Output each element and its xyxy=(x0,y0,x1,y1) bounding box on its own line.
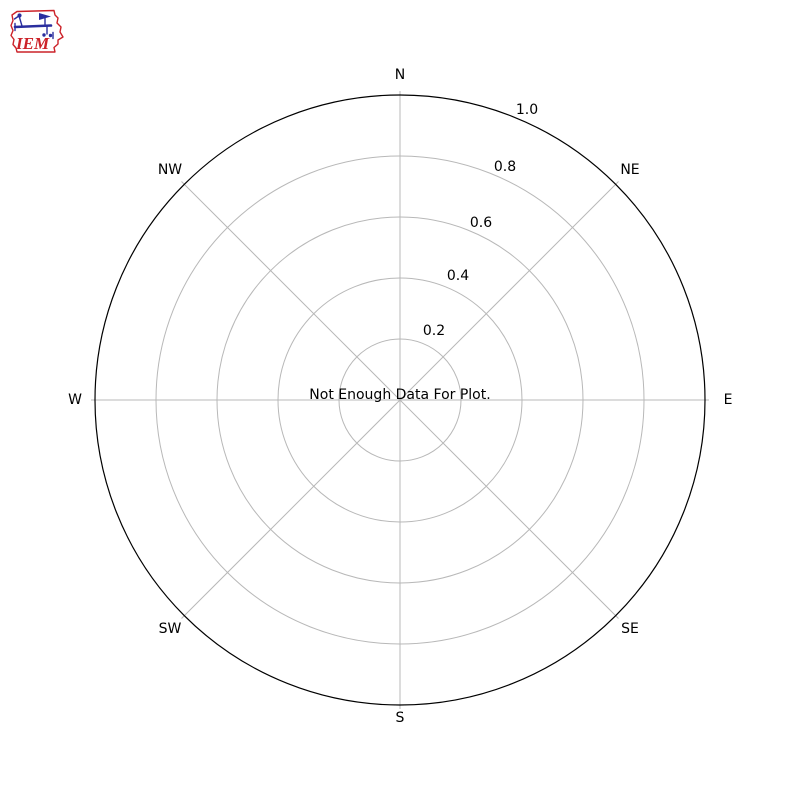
direction-label-w: W xyxy=(68,392,82,408)
radial-tick-label-0.8: 0.8 xyxy=(494,159,516,175)
spoke-se xyxy=(399,399,619,619)
direction-label-se: SE xyxy=(621,621,639,637)
outer-ring xyxy=(94,94,706,706)
direction-label-sw: SW xyxy=(159,621,182,637)
no-data-message: Not Enough Data For Plot. xyxy=(309,387,490,403)
iowa-outline-icon xyxy=(10,9,64,53)
spoke-sw xyxy=(181,399,401,619)
iem-logo: IEM xyxy=(10,9,64,53)
direction-label-ne: NE xyxy=(620,162,639,178)
spoke-ne xyxy=(399,181,619,401)
spoke-nw xyxy=(181,181,401,401)
direction-label-e: E xyxy=(724,392,733,408)
radial-tick-label-0.6: 0.6 xyxy=(470,215,492,231)
iem-logo-text: IEM xyxy=(15,34,50,53)
direction-label-s: S xyxy=(396,710,405,726)
direction-label-nw: NW xyxy=(158,162,182,178)
anemometer-icon xyxy=(13,13,54,40)
radial-tick-label-1.0: 1.0 xyxy=(516,102,538,118)
radial-tick-label-0.2: 0.2 xyxy=(423,323,445,339)
direction-label-n: N xyxy=(395,67,405,83)
radial-tick-label-0.4: 0.4 xyxy=(447,268,469,284)
